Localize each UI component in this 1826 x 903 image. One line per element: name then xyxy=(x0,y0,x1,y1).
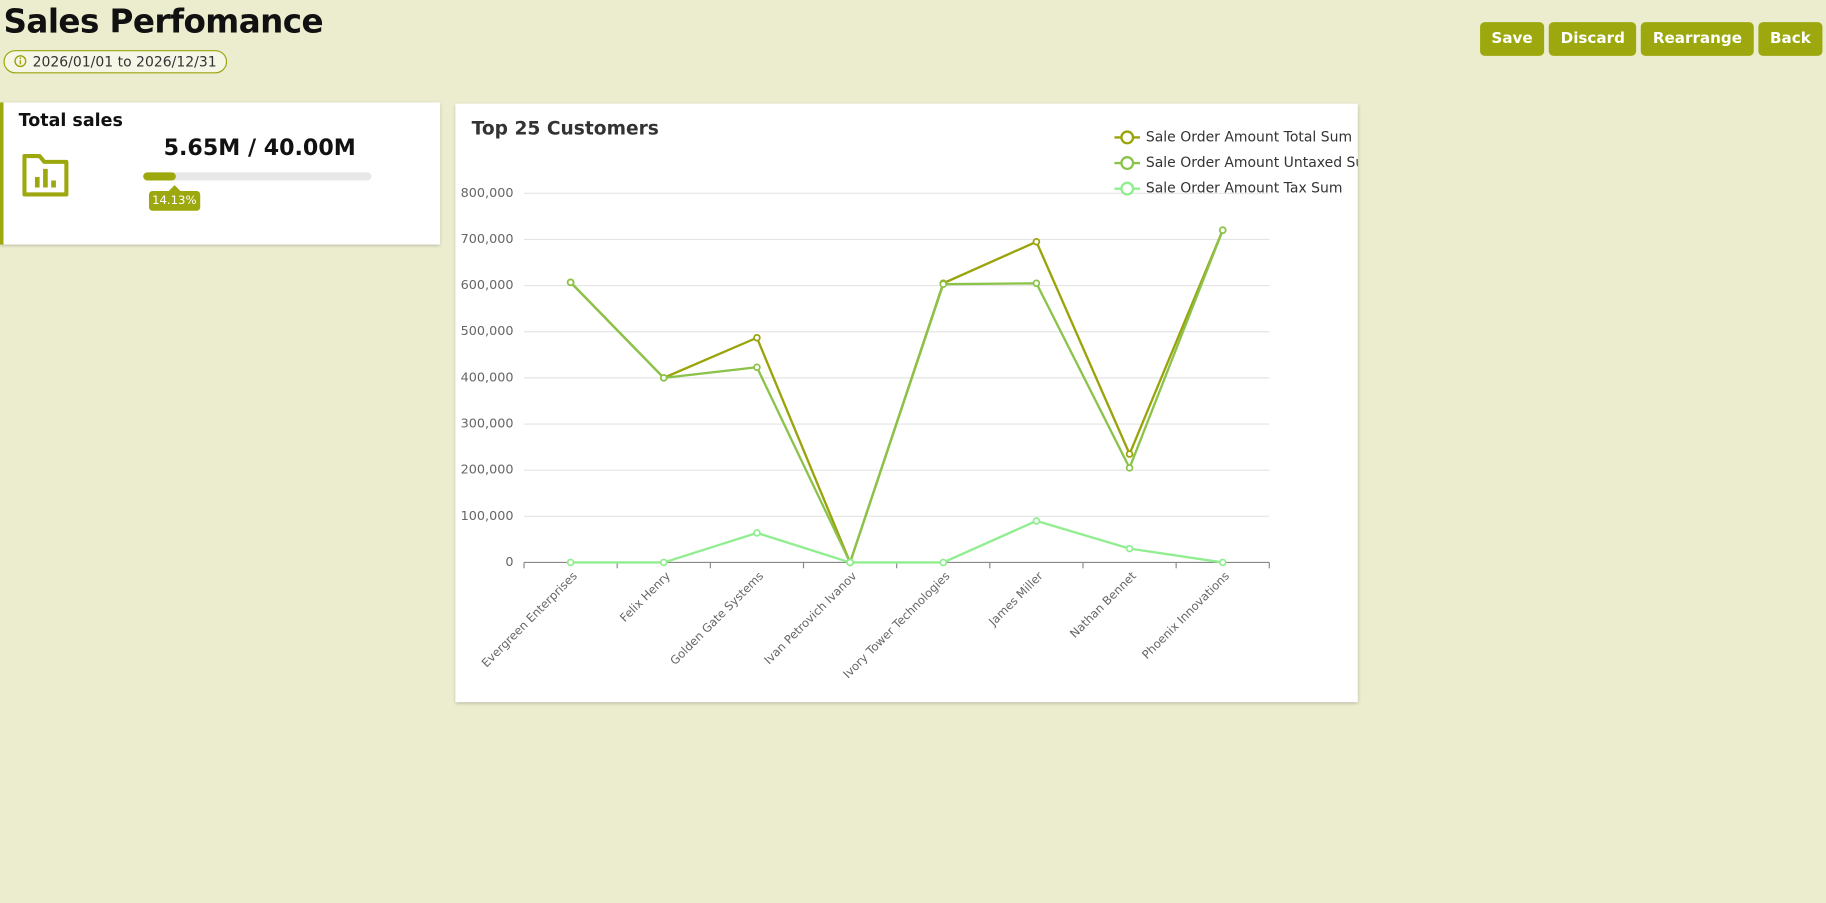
chart-title: Top 25 Customers xyxy=(472,119,659,140)
y-tick-label: 700,000 xyxy=(461,232,514,247)
y-tick-label: 0 xyxy=(505,555,513,570)
page-title: Sales Perfomance xyxy=(3,2,324,41)
x-tick-label: Nathan Bennet xyxy=(1067,568,1139,640)
y-tick-label: 200,000 xyxy=(461,463,514,478)
x-tick-label: Evergreen Enterprises xyxy=(479,569,580,670)
y-tick-label: 800,000 xyxy=(461,186,514,201)
y-tick-label: 500,000 xyxy=(461,324,514,339)
x-tick-label: Ivory Tower Technologies xyxy=(840,569,952,681)
data-point xyxy=(846,558,854,567)
data-point xyxy=(659,558,668,567)
series-line xyxy=(569,229,1224,566)
date-range[interactable]: 2026/01/01 to 2026/12/31 xyxy=(3,50,228,74)
rearrange-button[interactable]: Rearrange xyxy=(1641,22,1754,56)
data-point xyxy=(659,374,668,382)
x-tick-label: Phoenix Innovations xyxy=(1139,569,1232,662)
data-point xyxy=(753,363,761,372)
y-tick-label: 300,000 xyxy=(461,417,514,432)
progress-label: 14.13% xyxy=(148,185,201,211)
x-tick-label: Golden Gate Systems xyxy=(667,569,766,668)
chart: Top 25 Customers 0 100,000 200,000 300,000 4… xyxy=(461,119,1378,681)
legend-label: Sale Order Amount Tax Sum xyxy=(1146,181,1343,197)
data-point xyxy=(1218,558,1227,567)
x-tick-label: James Miller xyxy=(985,569,1046,630)
data-point xyxy=(753,529,761,537)
progress-fill xyxy=(143,172,176,181)
kpi-icon xyxy=(22,154,69,197)
progress-track xyxy=(143,172,372,181)
data-point xyxy=(1032,517,1041,525)
data-point xyxy=(1125,464,1134,472)
data-point xyxy=(1125,544,1134,553)
x-tick-label: Felix Henry xyxy=(617,569,673,625)
data-point xyxy=(939,280,948,288)
series-line xyxy=(569,229,1224,566)
chart-card: Top 25 Customers 0 100,000 200,000 300,000 4… xyxy=(455,103,1378,703)
legend-label: Sale Order Amount Total Sum xyxy=(1146,129,1352,145)
legend-marker xyxy=(1120,130,1135,145)
data-point xyxy=(1032,279,1041,288)
date-range-text: 2026/01/01 to 2026/12/31 xyxy=(32,53,217,70)
x-tick-label: Ivan Petrovich Ivanov xyxy=(761,569,859,667)
legend-marker xyxy=(1120,156,1135,171)
data-point xyxy=(1125,450,1134,458)
y-tick-label: 600,000 xyxy=(461,278,514,293)
kpi-card: Total sales 5.65M / 40.00M 14.13% xyxy=(0,102,441,245)
info-icon xyxy=(14,55,27,68)
data-point xyxy=(1218,226,1227,235)
data-point xyxy=(1032,237,1041,246)
data-point xyxy=(939,558,948,567)
kpi-title: Total sales xyxy=(18,109,123,131)
legend-marker xyxy=(1120,181,1135,196)
kpi-value: 5.65M / 40.00M xyxy=(163,135,356,161)
toolbar: Save Discard Rearrange Back xyxy=(1479,22,1823,56)
back-button[interactable]: Back xyxy=(1758,22,1823,56)
data-point xyxy=(566,278,575,287)
y-tick-label: 100,000 xyxy=(461,509,514,524)
y-tick-label: 400,000 xyxy=(461,370,514,385)
legend-label: Sale Order Amount Untaxed Sum xyxy=(1146,155,1358,171)
discard-button[interactable]: Discard xyxy=(1549,22,1637,56)
series-line xyxy=(570,519,1223,564)
data-point xyxy=(566,558,575,567)
data-point xyxy=(753,333,761,342)
save-button[interactable]: Save xyxy=(1479,22,1545,56)
